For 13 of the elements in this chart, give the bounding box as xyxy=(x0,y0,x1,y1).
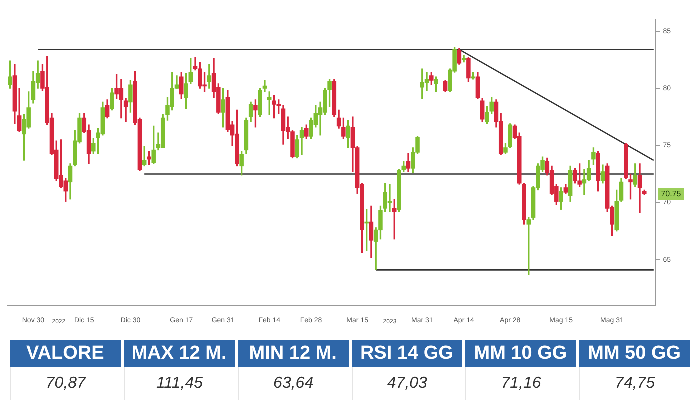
annotation: 70.75 xyxy=(661,189,682,198)
text: 111,45 xyxy=(156,375,204,392)
text: 47,03 xyxy=(387,375,428,392)
text: 74,75 xyxy=(615,375,656,392)
text: 71,16 xyxy=(501,375,542,392)
category-label: RSI 14 GG xyxy=(352,340,462,367)
category-label: MIN 12 M. xyxy=(238,340,348,367)
category-label: MAX 12 M. xyxy=(124,340,235,367)
category-label: MM 50 GG xyxy=(579,340,690,367)
category-label: VALORE xyxy=(10,340,121,367)
category-label: MM 10 GG xyxy=(465,340,576,367)
text: 70,87 xyxy=(46,375,86,392)
text: 63,64 xyxy=(274,375,314,392)
